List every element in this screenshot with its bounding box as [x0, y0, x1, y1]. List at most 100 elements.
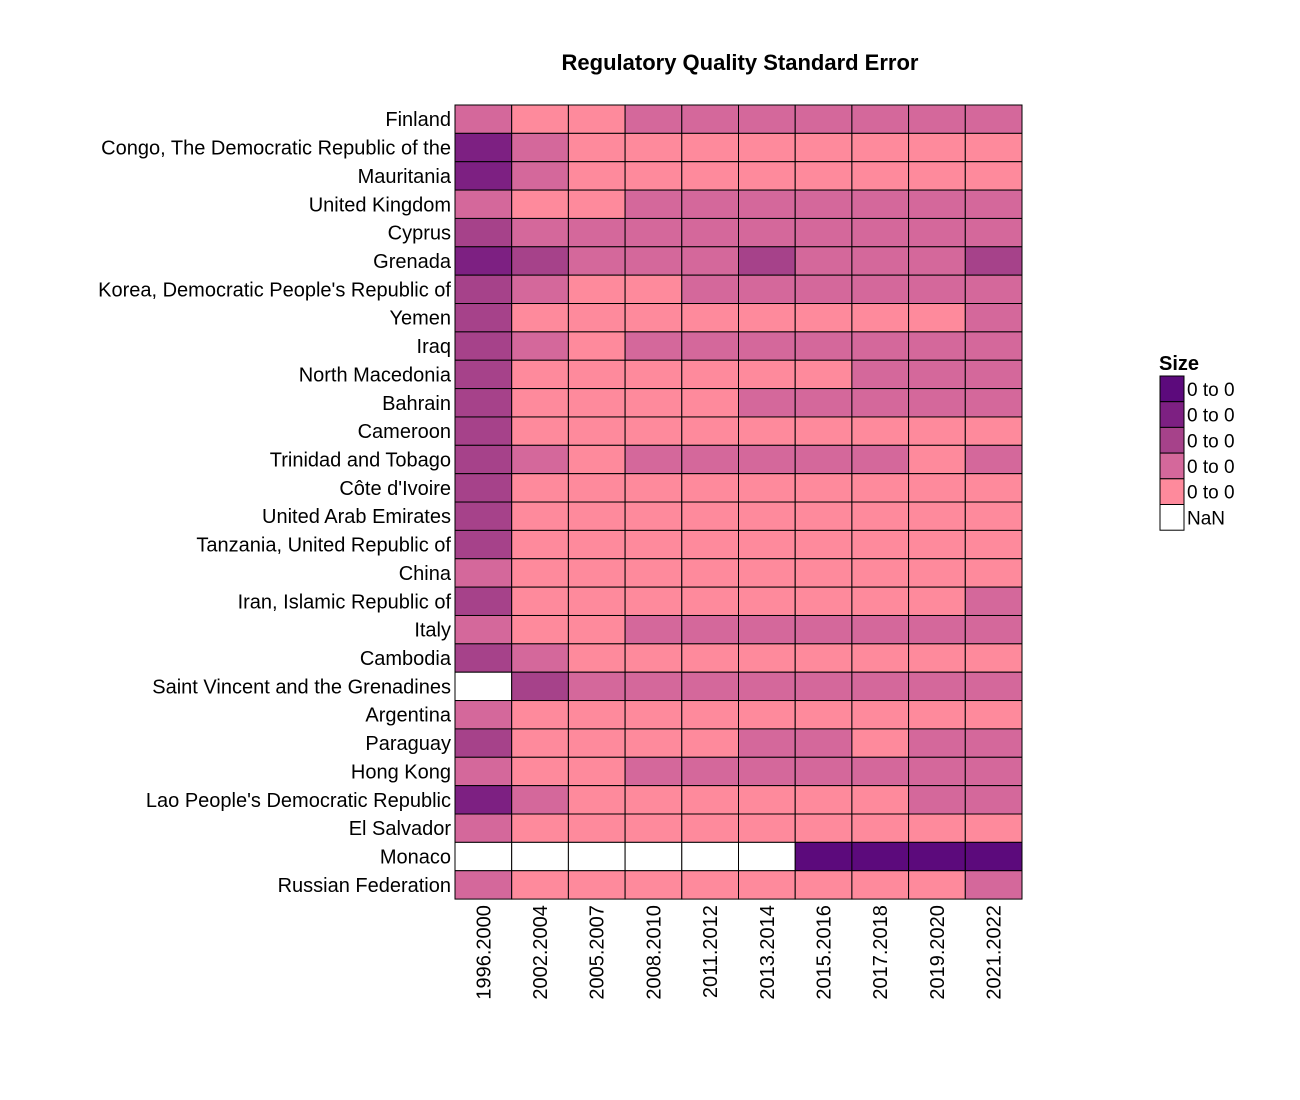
heatmap-cell	[681, 841, 739, 872]
heatmap-cell	[908, 756, 966, 787]
heatmap-cell	[624, 246, 683, 276]
heatmap-cell	[964, 104, 1023, 134]
heatmap-cell	[681, 388, 739, 418]
heatmap-cell	[567, 444, 626, 475]
y-tick-label: Monaco	[380, 847, 451, 869]
heatmap-cell	[624, 785, 683, 815]
heatmap-cell	[511, 416, 569, 446]
heatmap-cell	[738, 161, 796, 191]
heatmap-cell	[454, 161, 513, 191]
heatmap-cell	[908, 274, 966, 305]
heatmap-cell	[851, 331, 910, 361]
heatmap-cell	[964, 473, 1023, 503]
heatmap-cell	[908, 614, 966, 645]
heatmap-cell	[851, 274, 910, 305]
heatmap-cell	[511, 331, 569, 361]
heatmap-cell	[624, 870, 683, 900]
heatmap-cell	[964, 388, 1023, 418]
heatmap-cell	[624, 303, 683, 333]
heatmap-cell	[794, 416, 853, 446]
heatmap-cell	[624, 529, 683, 560]
heatmap-cell	[964, 785, 1023, 815]
heatmap-cell	[964, 813, 1023, 843]
heatmap-cell	[738, 217, 796, 248]
x-tick-label: 2021.2022	[984, 905, 1006, 1000]
heatmap-cell	[511, 444, 569, 475]
heatmap-cell	[624, 161, 683, 191]
y-tick-label: Finland	[385, 109, 451, 131]
heatmap-cell	[511, 501, 569, 531]
y-tick-label: North Macedonia	[299, 364, 452, 386]
heatmap-cell	[567, 813, 626, 843]
heatmap-cell	[511, 104, 569, 134]
heatmap-cell	[567, 614, 626, 645]
heatmap-cell	[851, 246, 910, 276]
heatmap-cell	[908, 303, 966, 333]
heatmap-cell	[851, 501, 910, 531]
y-tick-label: Russian Federation	[278, 875, 451, 897]
heatmap-cell	[851, 643, 910, 673]
heatmap-cell	[454, 700, 513, 730]
y-tick-label: Tanzania, United Republic of	[196, 535, 451, 557]
heatmap-cell	[964, 558, 1023, 588]
heatmap-cell	[964, 501, 1023, 531]
heatmap-cell	[454, 813, 513, 843]
heatmap-cell	[624, 586, 683, 616]
heatmap-cell	[908, 671, 966, 702]
heatmap-cell	[454, 303, 513, 333]
heatmap-cell	[738, 189, 796, 219]
heatmap-cell	[681, 501, 739, 531]
heatmap-cell	[624, 813, 683, 843]
heatmap-cell	[567, 388, 626, 418]
heatmap-cell	[624, 444, 683, 475]
heatmap-cell	[908, 870, 966, 900]
heatmap-cell	[681, 728, 739, 758]
heatmap-cell	[794, 132, 853, 163]
heatmap-cell	[454, 501, 513, 531]
heatmap-cell	[738, 246, 796, 276]
heatmap-cell	[567, 841, 626, 872]
heatmap-cell	[681, 444, 739, 475]
heatmap-cell	[851, 841, 910, 872]
heatmap-cell	[624, 501, 683, 531]
x-tick-label: 2011.2012	[700, 905, 722, 998]
y-tick-label: Lao People's Democratic Republic	[146, 790, 451, 812]
y-tick-label: United Kingdom	[309, 194, 451, 216]
heatmap-cell	[511, 586, 569, 616]
y-tick-label: Yemen	[389, 308, 451, 330]
y-tick-label: Paraguay	[365, 733, 451, 755]
heatmap-cell	[567, 671, 626, 702]
heatmap-cell	[794, 501, 853, 531]
heatmap-cell	[738, 331, 796, 361]
y-tick-label: Iraq	[417, 336, 451, 358]
y-tick-label: Côte d'Ivoire	[339, 478, 451, 500]
heatmap-cell	[454, 756, 513, 787]
heatmap-cell	[908, 586, 966, 616]
heatmap-cell	[908, 501, 966, 531]
heatmap-cell	[567, 785, 626, 815]
heatmap-cell	[567, 728, 626, 758]
heatmap-cell	[851, 700, 910, 730]
heatmap-cell	[681, 586, 739, 616]
heatmap-cell	[624, 189, 683, 219]
heatmap-cell	[908, 558, 966, 588]
heatmap-cell	[908, 416, 966, 446]
x-tick-label: 2013.2014	[757, 905, 779, 1000]
heatmap-cell	[738, 813, 796, 843]
y-tick-label: Congo, The Democratic Republic of the	[101, 138, 451, 160]
heatmap-cell	[681, 870, 739, 900]
heatmap-cell	[681, 813, 739, 843]
heatmap-cell	[681, 331, 739, 361]
x-tick-label: 1996.2000	[473, 905, 495, 1000]
heatmap-cell	[851, 785, 910, 815]
heatmap-cell	[511, 813, 569, 843]
heatmap-cell	[681, 132, 739, 163]
heatmap-cell	[851, 189, 910, 219]
heatmap-cell	[454, 274, 513, 305]
heatmap-cell	[454, 331, 513, 361]
heatmap-cell	[624, 671, 683, 702]
heatmap-cell	[681, 303, 739, 333]
heatmap-cell	[738, 728, 796, 758]
heatmap-cell	[964, 246, 1023, 276]
